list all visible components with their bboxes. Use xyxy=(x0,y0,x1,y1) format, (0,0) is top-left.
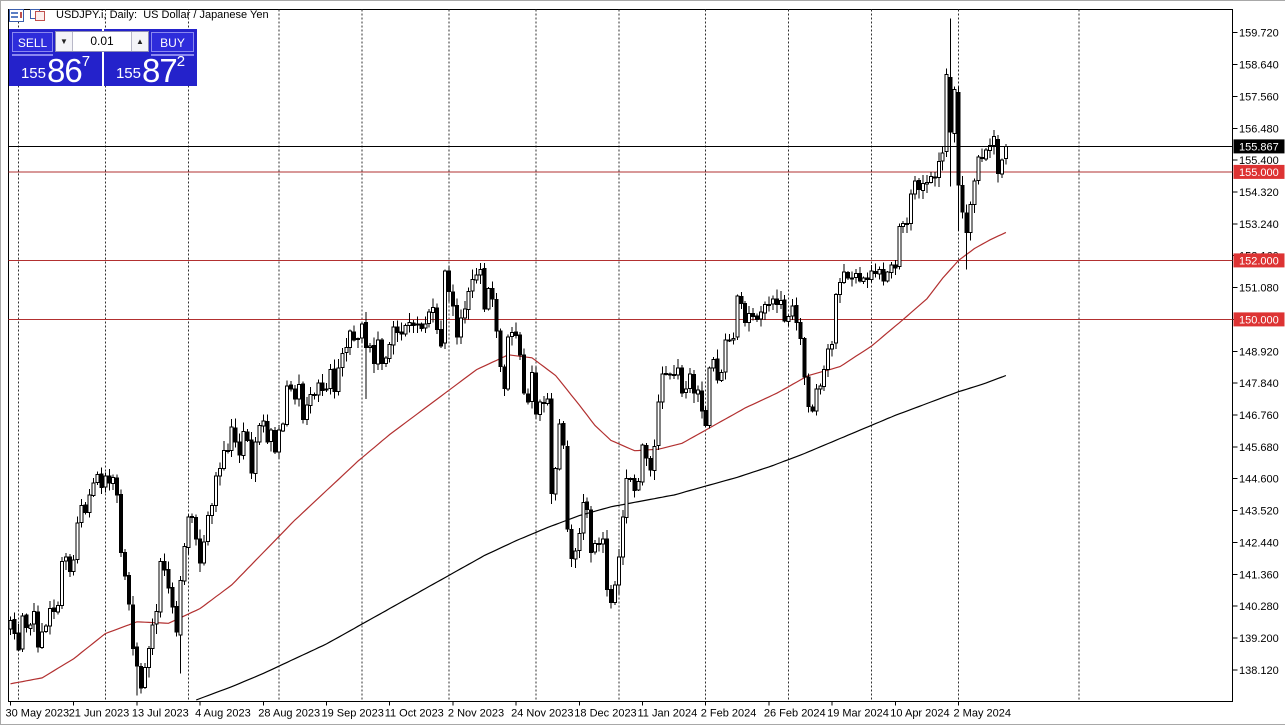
market-watch-icon xyxy=(9,8,24,22)
svg-text:155.000: 155.000 xyxy=(1239,167,1279,179)
sell-button[interactable]: SELL xyxy=(12,32,53,52)
svg-text:152.000: 152.000 xyxy=(1239,255,1279,267)
svg-text:13 Jul 2023: 13 Jul 2023 xyxy=(132,708,189,720)
svg-text:145.680: 145.680 xyxy=(1239,442,1279,454)
chart-windows-icon xyxy=(30,9,46,21)
svg-text:28 Aug 2023: 28 Aug 2023 xyxy=(258,708,320,720)
buy-price-point: 2 xyxy=(176,53,186,70)
svg-text:157.560: 157.560 xyxy=(1239,91,1279,103)
svg-text:143.520: 143.520 xyxy=(1239,506,1279,518)
svg-text:30 May 2023: 30 May 2023 xyxy=(6,708,70,720)
svg-text:155.867: 155.867 xyxy=(1239,141,1279,153)
one-click-trading-panel: SELL BUY ▼ 0.01 ▲ 155 86 7 155 87 2 xyxy=(9,29,197,89)
sell-underline xyxy=(12,54,53,56)
volume-increase-icon[interactable]: ▲ xyxy=(131,32,148,51)
price-axis-flags: 155.000 152.000 150.000 155.867 xyxy=(1233,139,1285,327)
svg-text:21 Jun 2023: 21 Jun 2023 xyxy=(69,708,130,720)
svg-text:26 Feb 2024: 26 Feb 2024 xyxy=(764,708,826,720)
svg-text:153.240: 153.240 xyxy=(1239,219,1279,231)
svg-text:140.280: 140.280 xyxy=(1239,601,1279,613)
svg-text:11 Jan 2024: 11 Jan 2024 xyxy=(638,708,698,720)
buy-price-integer: 155 xyxy=(115,65,141,82)
svg-text:141.360: 141.360 xyxy=(1239,569,1279,581)
svg-text:11 Oct 2023: 11 Oct 2023 xyxy=(385,708,444,720)
svg-text:146.760: 146.760 xyxy=(1239,410,1279,422)
buy-price-pips: 87 xyxy=(141,52,178,89)
svg-text:150.000: 150.000 xyxy=(1239,314,1279,326)
sell-price-pips: 86 xyxy=(46,52,83,89)
svg-text:156.480: 156.480 xyxy=(1239,123,1279,135)
svg-text:138.120: 138.120 xyxy=(1239,665,1279,677)
svg-text:10 Apr 2024: 10 Apr 2024 xyxy=(890,708,949,720)
svg-text:147.840: 147.840 xyxy=(1239,378,1279,390)
plot-frame xyxy=(8,9,1233,702)
symbol-title: USDJPY.i, Daily: US Dollar / Japanese Ye… xyxy=(56,9,269,21)
svg-text:18 Dec 2023: 18 Dec 2023 xyxy=(574,708,636,720)
volume-value[interactable]: 0.01 xyxy=(90,34,114,48)
svg-text:148.920: 148.920 xyxy=(1239,346,1279,358)
ma-slow-black xyxy=(195,374,1007,701)
buy-underline xyxy=(151,54,194,56)
svg-text:155.400: 155.400 xyxy=(1239,155,1279,167)
svg-text:151.080: 151.080 xyxy=(1239,283,1279,295)
svg-text:4 Aug 2023: 4 Aug 2023 xyxy=(195,708,251,720)
sell-price-point: 7 xyxy=(81,53,91,70)
time-axis: 30 May 2023 21 Jun 2023 13 Jul 2023 4 Aug 2… xyxy=(6,701,1011,720)
price-level-lines xyxy=(8,171,1233,320)
sell-price[interactable]: 155 86 7 xyxy=(9,52,102,89)
candles-bullish xyxy=(8,74,1008,689)
svg-text:19 Sep 2023: 19 Sep 2023 xyxy=(322,708,384,720)
svg-text:2 May 2024: 2 May 2024 xyxy=(954,708,1011,720)
svg-text:24 Nov 2023: 24 Nov 2023 xyxy=(511,708,573,720)
svg-text:2 Nov 2023: 2 Nov 2023 xyxy=(448,708,504,720)
chart-title: USDJPY.i, Daily: US Dollar / Japanese Ye… xyxy=(9,8,269,22)
svg-text:2 Feb 2024: 2 Feb 2024 xyxy=(701,708,757,720)
svg-text:154.320: 154.320 xyxy=(1239,187,1279,199)
buy-price[interactable]: 155 87 2 xyxy=(104,52,197,89)
svg-text:139.200: 139.200 xyxy=(1239,633,1279,645)
buy-button[interactable]: BUY xyxy=(151,32,194,52)
svg-text:158.640: 158.640 xyxy=(1239,60,1279,72)
sell-price-integer: 155 xyxy=(20,65,46,82)
svg-text:19 Mar 2024: 19 Mar 2024 xyxy=(827,708,889,720)
candles-bearish xyxy=(12,77,1000,689)
panel-divider xyxy=(102,29,104,86)
svg-text:144.600: 144.600 xyxy=(1239,474,1279,486)
price-axis: 159.720 158.640 157.560 156.480 155.400 154.3… xyxy=(1232,28,1279,677)
svg-text:142.440: 142.440 xyxy=(1239,538,1279,550)
volume-stepper: ▼ 0.01 ▲ xyxy=(55,31,149,52)
svg-text:159.720: 159.720 xyxy=(1239,28,1279,40)
volume-decrease-icon[interactable]: ▼ xyxy=(56,32,73,51)
